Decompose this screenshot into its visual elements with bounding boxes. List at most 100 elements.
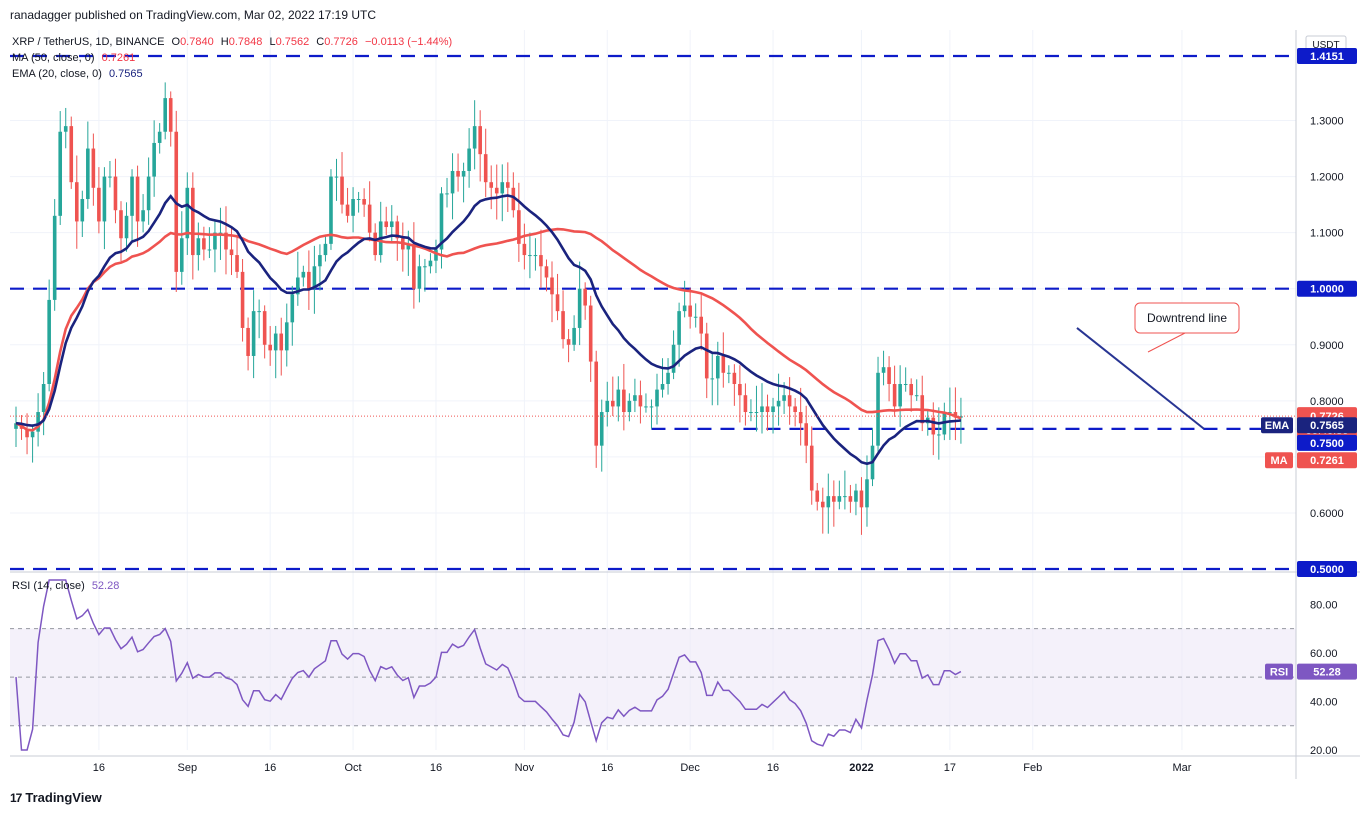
candle-body <box>677 311 681 345</box>
price-tick-label: 1.2000 <box>1310 172 1344 184</box>
low-label: L <box>269 36 276 48</box>
candle-body <box>749 412 753 414</box>
candle-body <box>605 400 610 413</box>
close-label: C <box>316 36 325 48</box>
candle-body <box>887 367 891 385</box>
candle-body <box>804 423 808 446</box>
level-075-badge: 0.7500 <box>1310 438 1344 450</box>
candle-body <box>450 170 455 194</box>
candle-body <box>323 243 328 256</box>
candle-body <box>146 176 151 211</box>
candle-body <box>395 221 400 239</box>
candle-body <box>334 176 339 178</box>
candle-body <box>235 255 239 272</box>
candle-body <box>445 193 449 195</box>
symbol-name[interactable]: XRP / TetherUS, 1D, BINANCE <box>12 36 165 48</box>
candle-body <box>787 395 792 407</box>
candle-body <box>671 344 676 373</box>
candle-body <box>367 204 372 233</box>
time-tick-label: 16 <box>264 762 276 774</box>
symbol-legend: XRP / TetherUS, 1D, BINANCE O0.7840 H0.7… <box>12 36 452 48</box>
price-tick-label: 1.3000 <box>1310 116 1344 128</box>
candle-body <box>168 98 173 132</box>
tradingview-logo-icon: 17 <box>10 790 22 805</box>
candle-body <box>97 187 101 222</box>
candle-body <box>738 384 742 396</box>
candle-body <box>290 294 295 323</box>
ema-legend[interactable]: EMA (20, close, 0) 0.7565 <box>12 68 143 80</box>
candle-body <box>47 299 51 385</box>
rsi-label: RSI (14, close) <box>12 580 85 592</box>
candle-body <box>876 372 880 446</box>
time-tick-label: 16 <box>93 762 105 774</box>
time-tick-label: 16 <box>601 762 613 774</box>
candle-body <box>218 232 223 234</box>
candle-body <box>102 176 107 222</box>
rsi-tick-label: 60.00 <box>1310 648 1338 660</box>
candle-body <box>340 176 344 205</box>
ma-tag-badge-bg <box>1265 452 1293 469</box>
ma-legend[interactable]: MA (50, close, 0) 0.7261 <box>12 52 135 64</box>
candle-body <box>865 479 869 508</box>
candle-body <box>572 327 576 345</box>
candle-body <box>732 372 737 385</box>
open-label: O <box>171 36 181 48</box>
time-tick-label: 2022 <box>849 762 873 774</box>
price-tick-label: 1.1000 <box>1310 228 1344 240</box>
candle-body <box>196 238 201 256</box>
candle-body <box>483 154 488 183</box>
candle-body <box>660 384 665 390</box>
candle-body <box>931 417 936 435</box>
candle-body <box>914 395 919 397</box>
candle-body <box>329 176 333 244</box>
candle-body <box>715 355 720 379</box>
candle-body <box>472 126 477 149</box>
candle-body <box>754 412 759 414</box>
time-tick-label: Mar <box>1172 762 1191 774</box>
candle-body <box>428 260 433 267</box>
indicator-lines <box>10 194 1296 466</box>
ma-tag-badge: MA <box>1270 455 1287 467</box>
candle-body <box>185 187 190 239</box>
ema-tag-badge: EMA <box>1265 420 1290 432</box>
candle-body <box>461 170 466 177</box>
candle-body <box>240 271 245 328</box>
rsi-legend[interactable]: RSI (14, close) 52.28 <box>12 580 119 592</box>
candle-body <box>594 361 599 446</box>
candle-body <box>610 400 615 407</box>
candle-body <box>522 243 527 256</box>
change-value: −0.0113 (−1.44%) <box>364 36 453 48</box>
candle-body <box>296 277 300 295</box>
candle-body <box>213 232 217 250</box>
candle-body <box>837 496 842 502</box>
tradingview-brand[interactable]: 17 TradingView <box>10 790 102 805</box>
annotation-pointer <box>1147 332 1186 353</box>
candle-body <box>710 378 715 380</box>
candle-body <box>318 255 322 267</box>
candle-body <box>119 210 123 239</box>
candle-body <box>58 131 63 216</box>
candle-body <box>771 406 775 413</box>
low-value: 0.7562 <box>275 36 310 48</box>
rsi-value-badge-bg <box>1297 663 1357 680</box>
candle-body <box>859 490 864 508</box>
time-tick-label: Dec <box>680 762 700 774</box>
candle-body <box>704 333 709 379</box>
candle-body <box>478 126 482 155</box>
time-tick-label: Oct <box>345 762 362 774</box>
candle-body <box>760 406 764 413</box>
rsi-value-badge: 52.28 <box>1313 667 1341 679</box>
candle-body <box>80 199 85 222</box>
candle-body <box>91 148 96 188</box>
candle-body <box>257 311 261 313</box>
rsi-tick-label: 20.00 <box>1310 745 1338 757</box>
candle-body <box>30 431 35 438</box>
candle-body <box>550 277 554 295</box>
price-tick-label: 0.8000 <box>1310 396 1344 408</box>
candle-body <box>555 294 560 312</box>
candle-body <box>743 395 748 413</box>
rsi-tick-label: 40.00 <box>1310 696 1338 708</box>
candle-body <box>152 142 156 177</box>
candle-body <box>345 204 350 216</box>
